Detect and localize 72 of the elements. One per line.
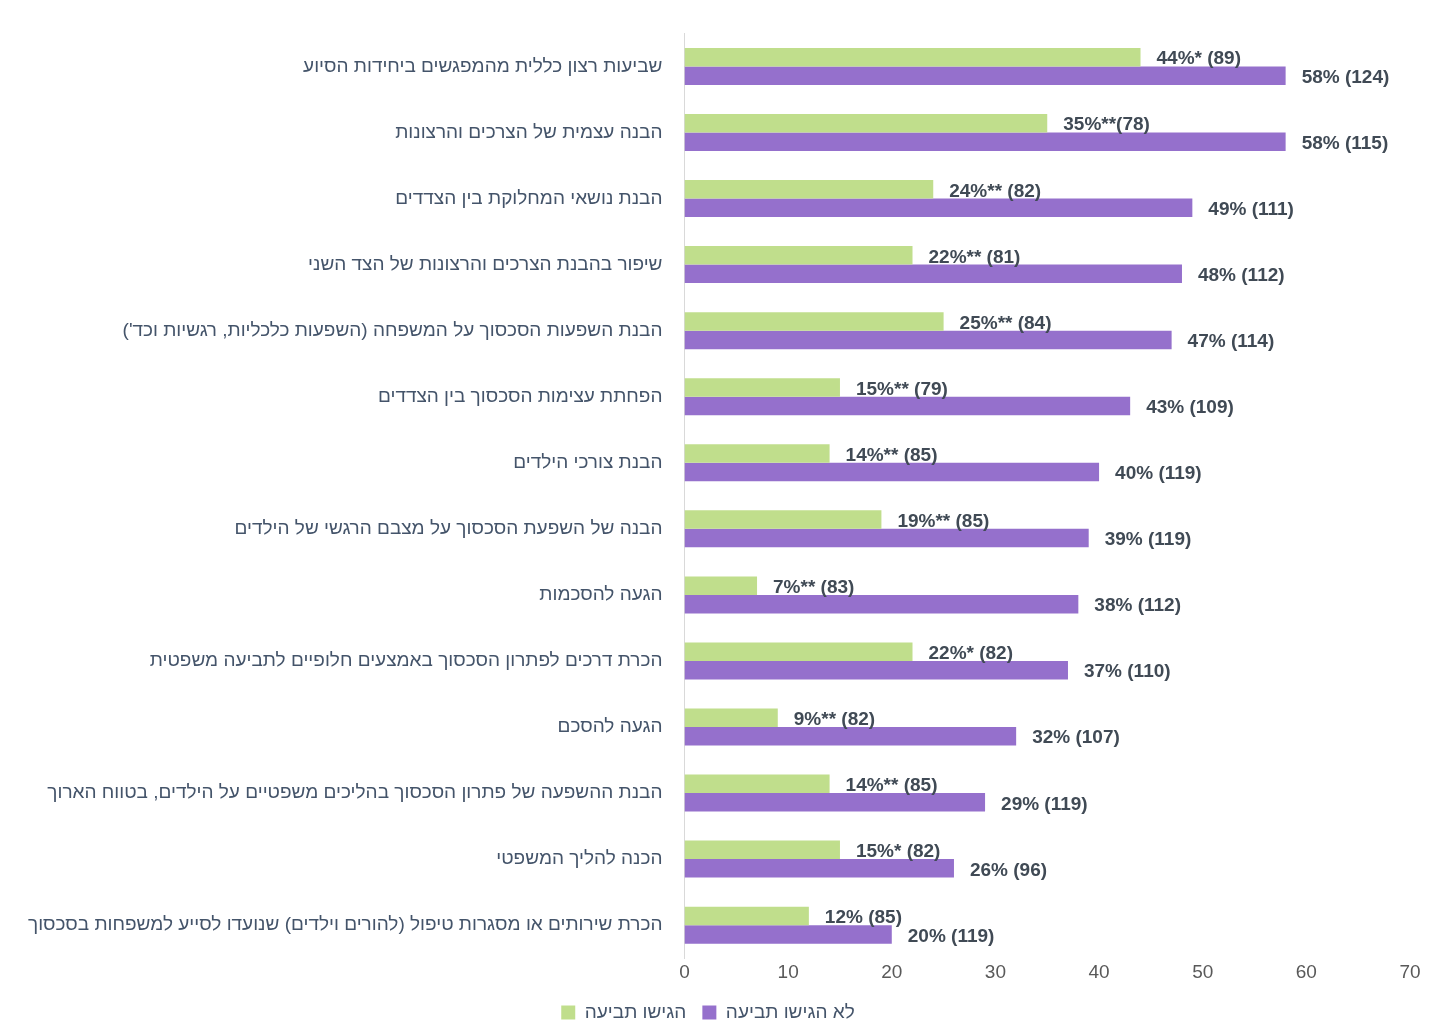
bar [684, 47, 1141, 67]
data-label: 12% (85) [824, 906, 902, 928]
data-label: 26% (96) [969, 858, 1048, 880]
data-label: 48% (112) [1197, 264, 1285, 286]
x-tick-label: 50 [1192, 960, 1214, 982]
y-tick-label: הכרת שירותים או מסגרות טיפול (להורים וילדים) שנועדו לסייע למשפחות בסכסוך [28, 913, 663, 935]
y-tick-label: הגעה להסכם [557, 715, 663, 737]
y-tick-label: הבנת ההשפעה של פתרון הסכסוך בהליכים משפטיים על הילדים, בטווח הארוך [47, 781, 663, 803]
data-label: 25%** (84) [959, 311, 1052, 333]
bar [684, 378, 840, 397]
y-tick-label: הכרת דרכים לפתרון הסכסוך באמצעים חלופיים לתביעה משפטית [149, 649, 663, 671]
bar [684, 66, 1286, 85]
bar [684, 132, 1286, 151]
data-label: 43% (109) [1146, 396, 1234, 418]
x-tick-label: 20 [881, 960, 903, 982]
x-tick-label: 70 [1399, 960, 1421, 982]
data-label: 44%* (89) [1156, 47, 1242, 69]
x-tick-label: 30 [984, 960, 1006, 982]
data-label: 22%** (81) [928, 245, 1021, 267]
data-label: 39% (119) [1104, 528, 1192, 550]
bar [684, 444, 830, 463]
bar [684, 180, 934, 199]
data-label: 58% (115) [1301, 131, 1389, 153]
x-tick-label: 60 [1295, 960, 1317, 982]
y-tick-label: הבנת נושאי המחלוקת בין הצדדים [395, 186, 663, 208]
y-tick-label: הבנה של השפעת הסכסוך על מצבם הרגשי של הילדים [234, 517, 663, 539]
data-label: 20% (119) [907, 924, 995, 946]
legend-label: לא הגישו תביעה [725, 1000, 855, 1022]
data-label: 32% (107) [1032, 726, 1120, 748]
y-tick-label: הבנת צורכי הילדים [513, 451, 663, 473]
y-tick-label: הכנה להליך המשפטי [496, 847, 663, 869]
data-label: 35%**(78) [1063, 113, 1150, 135]
data-label: 38% (112) [1094, 594, 1181, 616]
data-label: 15%** (79) [855, 377, 948, 399]
legend-label: הגישו תביעה [584, 1000, 687, 1022]
bar [684, 246, 913, 265]
bar [684, 840, 840, 860]
data-label: 40% (119) [1115, 462, 1202, 484]
bar [684, 312, 944, 331]
y-tick-label: שיפור בהבנת הצרכים והרצונות של הצד השני [308, 252, 663, 274]
data-label: 19%** (85) [897, 509, 990, 531]
x-tick-label: 40 [1088, 960, 1110, 982]
bar [684, 113, 1048, 133]
bar [684, 510, 882, 529]
y-tick-label: הגעה להסכמות [539, 583, 663, 605]
bar [684, 859, 954, 878]
bar [684, 793, 986, 812]
data-label: 24%** (82) [949, 179, 1042, 201]
bar [684, 576, 758, 595]
data-label: 15%* (82) [855, 840, 941, 862]
data-label: 22%* (82) [928, 641, 1014, 663]
bar [684, 708, 778, 727]
y-tick-label: הפחתת עצימות הסכסוך בין הצדדים [377, 384, 663, 406]
data-label: 37% (110) [1083, 660, 1171, 682]
data-label: 9%** (82) [793, 707, 876, 729]
x-tick-label: 10 [777, 960, 799, 982]
bar [684, 774, 830, 794]
data-label: 58% (124) [1301, 65, 1390, 87]
data-label: 14%** (85) [845, 774, 938, 796]
x-tick-label: 0 [679, 960, 690, 982]
data-label: 14%** (85) [845, 443, 938, 465]
bar [684, 642, 913, 661]
y-tick-label: הבנת השפעות הסכסוך על המשפחה (השפעות כלכליות, רגשיות וכד') [122, 318, 663, 340]
bar [684, 906, 809, 926]
bar [684, 925, 892, 944]
y-tick-label: הבנה עצמית של הצרכים והרצונות [395, 120, 663, 142]
data-label: 47% (114) [1187, 330, 1275, 352]
data-label: 7%** (83) [773, 575, 855, 597]
data-label: 49% (111) [1208, 198, 1294, 220]
y-tick-label: שביעות רצון כללית מהמפגשים ביחידות הסיוע [303, 54, 663, 76]
bar [684, 727, 1017, 746]
data-label: 29% (119) [1001, 792, 1088, 814]
